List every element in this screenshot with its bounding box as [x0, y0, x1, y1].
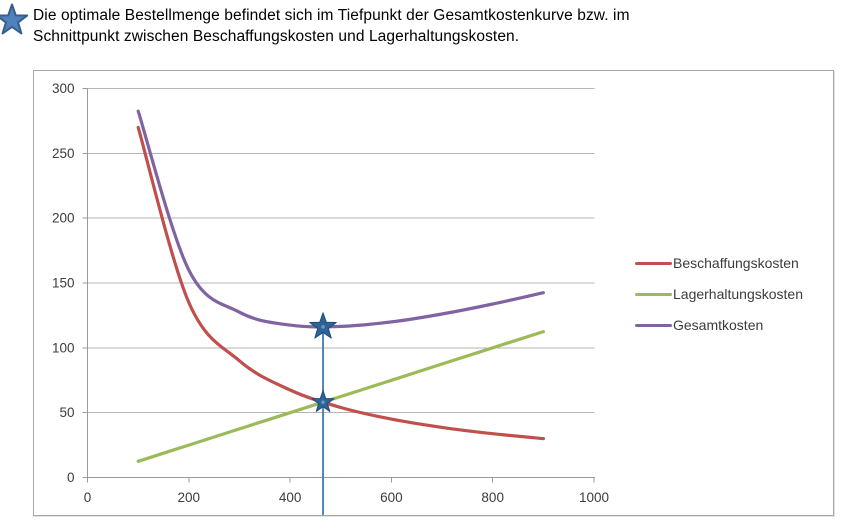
chart-legend: Beschaffungskosten Lagerhaltungskosten Ges… [635, 253, 803, 335]
optimum-star-marker-highlight [321, 325, 325, 329]
y-tick-label-0: 0 [67, 470, 75, 485]
series-line-lagerhaltungskosten [136, 330, 545, 463]
callout-line-1: Die optimale Bestellmenge befindet sich … [33, 7, 630, 24]
y-tick-label-300: 300 [52, 81, 75, 96]
callout-text: Die optimale Bestellmenge befindet sich … [33, 5, 813, 47]
cost-chart-frame: 0 50 100 150 200 250 300 0 200 400 600 800 1000 Besc… [33, 70, 834, 516]
legend-line-sample [635, 292, 672, 296]
x-tick-label-600: 600 [380, 490, 403, 505]
series-line-gesamtkosten [136, 109, 545, 329]
x-tick-label-200: 200 [178, 490, 201, 505]
legend-label: Gesamtkosten [673, 317, 764, 333]
x-tick-label-1000: 1000 [579, 490, 609, 505]
legend-label: Lagerhaltungskosten [673, 286, 803, 302]
y-tick-label-150: 150 [52, 276, 75, 291]
legend-label: Beschaffungskosten [673, 255, 799, 271]
star-icon [0, 3, 29, 35]
x-tick-label-0: 0 [84, 490, 92, 505]
legend-line-sample [635, 261, 672, 265]
callout-line-2: Schnittpunkt zwischen Beschaffungskosten… [33, 28, 520, 45]
legend-item-gesamtkosten: Gesamtkosten [635, 315, 803, 335]
y-tick-label-250: 250 [52, 146, 75, 161]
legend-line-sample [635, 323, 672, 327]
x-tick-label-800: 800 [481, 490, 504, 505]
y-tick-label-100: 100 [52, 340, 75, 355]
intersection-star-marker-highlight [321, 400, 325, 404]
legend-item-lagerhaltungskosten: Lagerhaltungskosten [635, 284, 803, 304]
cost-chart-canvas: 0 50 100 150 200 250 300 0 200 400 600 800 1000 [52, 81, 609, 515]
x-tick-label-400: 400 [279, 490, 302, 505]
legend-item-beschaffungskosten: Beschaffungskosten [635, 253, 803, 273]
callout-header: Die optimale Bestellmenge befindet sich … [0, 0, 842, 64]
star-icon-shape [0, 3, 29, 35]
y-tick-label-50: 50 [59, 405, 74, 420]
y-tick-label-200: 200 [52, 211, 75, 226]
